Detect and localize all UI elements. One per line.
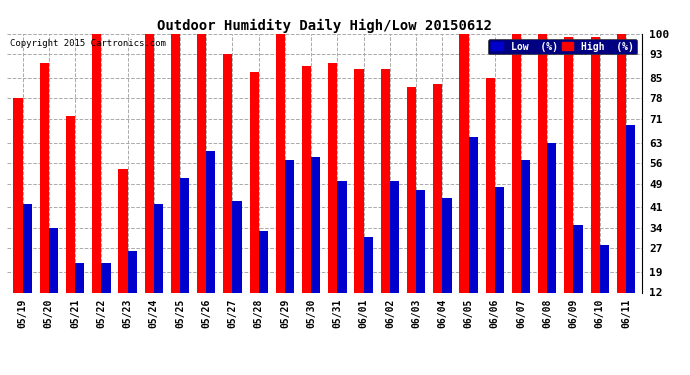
Bar bbox=[355, 69, 364, 328]
Bar bbox=[416, 190, 425, 328]
Bar bbox=[259, 231, 268, 328]
Bar bbox=[381, 69, 390, 328]
Bar bbox=[442, 198, 451, 328]
Bar bbox=[311, 157, 320, 328]
Legend: Low  (%), High  (%): Low (%), High (%) bbox=[489, 39, 637, 54]
Bar bbox=[14, 99, 23, 328]
Bar bbox=[495, 187, 504, 328]
Bar bbox=[119, 169, 128, 328]
Bar bbox=[407, 87, 416, 328]
Bar bbox=[626, 125, 635, 328]
Bar bbox=[92, 34, 101, 328]
Bar bbox=[521, 160, 530, 328]
Bar bbox=[197, 34, 206, 328]
Bar bbox=[564, 37, 573, 328]
Bar bbox=[40, 63, 49, 328]
Bar bbox=[66, 116, 75, 328]
Bar bbox=[224, 54, 233, 328]
Bar bbox=[145, 34, 154, 328]
Bar bbox=[171, 34, 180, 328]
Bar bbox=[49, 228, 58, 328]
Bar bbox=[469, 136, 477, 328]
Bar bbox=[206, 152, 215, 328]
Bar bbox=[233, 201, 241, 328]
Bar bbox=[460, 34, 469, 328]
Bar bbox=[302, 66, 311, 328]
Bar bbox=[573, 225, 582, 328]
Bar bbox=[600, 246, 609, 328]
Bar bbox=[75, 263, 84, 328]
Title: Outdoor Humidity Daily High/Low 20150612: Outdoor Humidity Daily High/Low 20150612 bbox=[157, 18, 492, 33]
Bar bbox=[512, 34, 521, 328]
Bar bbox=[128, 251, 137, 328]
Bar bbox=[23, 204, 32, 328]
Bar bbox=[328, 63, 337, 328]
Bar bbox=[486, 78, 495, 328]
Bar bbox=[180, 178, 189, 328]
Bar bbox=[364, 237, 373, 328]
Bar bbox=[547, 142, 556, 328]
Bar bbox=[337, 181, 346, 328]
Bar bbox=[276, 34, 285, 328]
Bar bbox=[390, 181, 399, 328]
Bar bbox=[433, 84, 442, 328]
Text: Copyright 2015 Cartronics.com: Copyright 2015 Cartronics.com bbox=[10, 39, 166, 48]
Bar bbox=[154, 204, 163, 328]
Bar bbox=[591, 37, 600, 328]
Bar bbox=[101, 263, 110, 328]
Bar bbox=[538, 34, 547, 328]
Bar bbox=[617, 34, 626, 328]
Bar bbox=[250, 72, 259, 328]
Bar bbox=[285, 160, 294, 328]
